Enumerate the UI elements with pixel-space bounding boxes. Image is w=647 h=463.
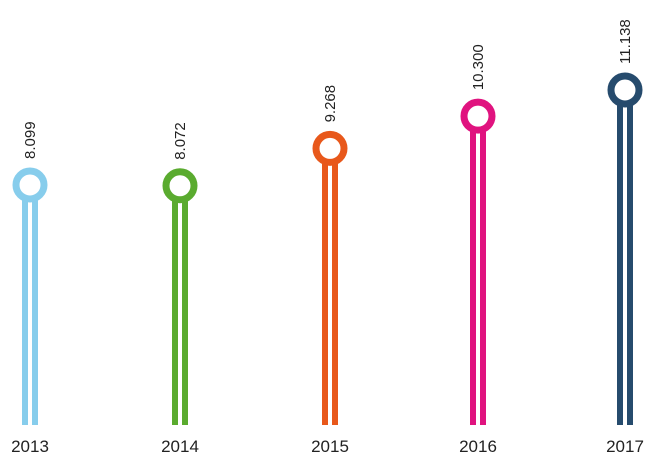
x-tick-label: 2014 bbox=[161, 437, 199, 456]
x-tick-label: 2017 bbox=[606, 437, 644, 456]
x-tick-label: 2013 bbox=[11, 437, 49, 456]
value-label: 8.099 bbox=[22, 121, 39, 159]
stem bbox=[617, 90, 633, 425]
x-tick-label: 2016 bbox=[459, 437, 497, 456]
stem bbox=[322, 148, 338, 425]
marker bbox=[162, 168, 198, 204]
marker bbox=[607, 72, 643, 108]
value-label: 11.138 bbox=[617, 19, 634, 64]
stem bbox=[470, 116, 486, 425]
marker bbox=[312, 130, 348, 166]
value-label: 8.072 bbox=[172, 122, 189, 160]
marker bbox=[460, 98, 496, 134]
value-label: 10.300 bbox=[470, 44, 487, 90]
x-tick-label: 2015 bbox=[311, 437, 349, 456]
stem bbox=[172, 185, 188, 425]
stem bbox=[22, 184, 38, 425]
value-label: 9.268 bbox=[322, 85, 339, 123]
marker bbox=[12, 167, 48, 203]
